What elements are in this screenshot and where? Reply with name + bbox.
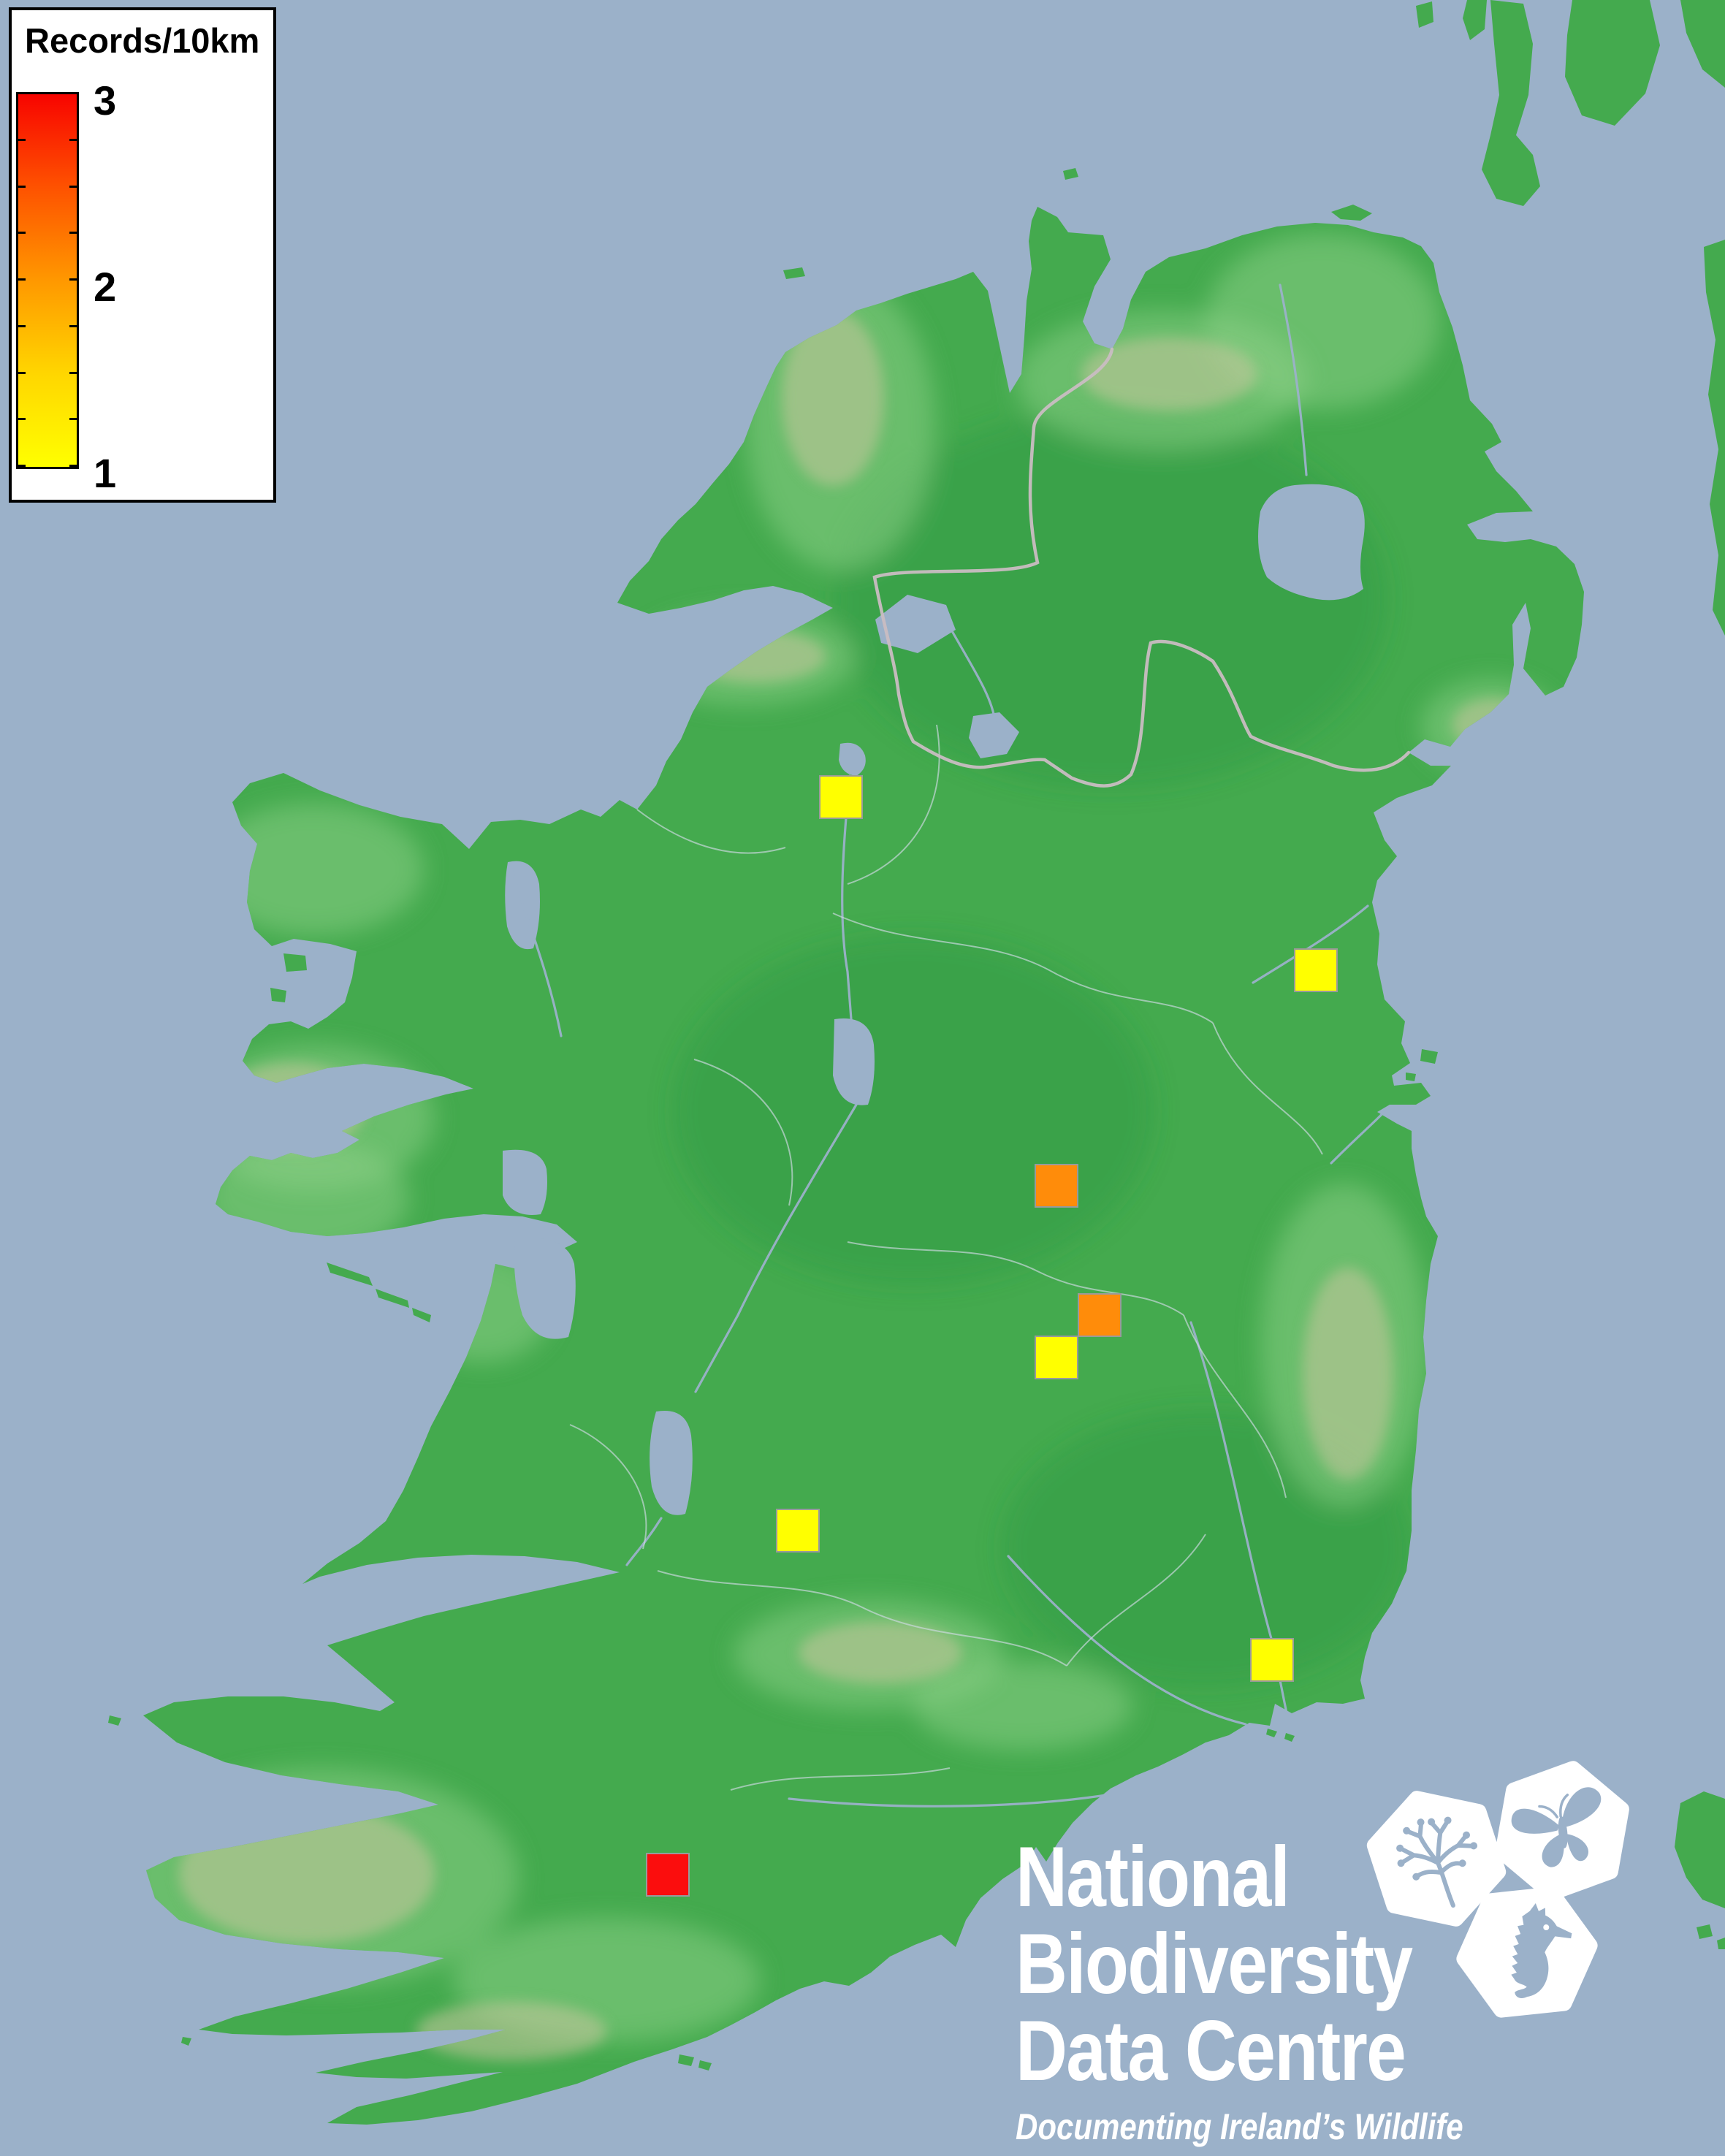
relief-shading bbox=[143, 234, 1560, 2060]
legend-max-label: 3 bbox=[94, 77, 117, 123]
record-square[interactable] bbox=[1078, 1293, 1122, 1337]
legend-title: Records/10km bbox=[25, 21, 260, 60]
legend-tickmark bbox=[16, 372, 26, 374]
rivers bbox=[510, 283, 1388, 1808]
hexagon-badge-butterfly bbox=[1495, 1761, 1629, 1901]
hexagon-badge-seahorse bbox=[1456, 1886, 1598, 2018]
legend-tickmark bbox=[16, 92, 26, 94]
ni-border-line bbox=[872, 347, 1411, 788]
logo-line-2: Biodiversity bbox=[1016, 1916, 1413, 2011]
tree-icon bbox=[1396, 1816, 1478, 1908]
legend-tickmark bbox=[16, 325, 26, 327]
legend-tickmark bbox=[69, 92, 79, 94]
legend-tickmark bbox=[69, 418, 79, 420]
islands bbox=[108, 168, 1438, 2071]
record-square[interactable] bbox=[1035, 1336, 1078, 1379]
legend-tickmark bbox=[16, 278, 26, 281]
legend-tickmark bbox=[69, 325, 79, 327]
record-square[interactable] bbox=[646, 1853, 690, 1897]
nbdc-logo: National Biodiversity Data Centre Docume… bbox=[1016, 1833, 1463, 2148]
legend-tickmark bbox=[69, 186, 79, 188]
seahorse-icon bbox=[1511, 1903, 1572, 1998]
legend-tickmark bbox=[16, 232, 26, 234]
legend-box: Records/10km 3 2 1 bbox=[9, 7, 276, 503]
record-square[interactable] bbox=[1250, 1638, 1294, 1682]
record-square[interactable] bbox=[819, 775, 863, 819]
butterfly-icon bbox=[1511, 1787, 1602, 1867]
wales-landmass bbox=[1675, 1791, 1725, 1949]
hexagon-badge-tree bbox=[1366, 1791, 1507, 1927]
record-square[interactable] bbox=[1294, 948, 1338, 992]
logo-hexagons bbox=[1366, 1761, 1629, 2018]
legend-tickmark bbox=[16, 418, 26, 420]
legend-tickmark bbox=[16, 465, 26, 467]
lakes bbox=[503, 484, 1365, 1515]
logo-line-1: National bbox=[1016, 1829, 1290, 1924]
county-boundaries bbox=[569, 724, 1323, 1791]
record-square[interactable] bbox=[1035, 1164, 1078, 1208]
legend-color-ramp bbox=[16, 92, 79, 469]
legend-tickmark bbox=[16, 139, 26, 141]
scotland-landmass bbox=[1416, 0, 1725, 636]
record-square[interactable] bbox=[776, 1509, 820, 1553]
legend-tickmark bbox=[69, 139, 79, 141]
legend-tickmark bbox=[69, 278, 79, 281]
ireland-landmass bbox=[143, 207, 1584, 2125]
logo-tagline: Documenting Ireland’s Wildlife bbox=[1016, 2106, 1463, 2147]
legend-tickmark bbox=[16, 186, 26, 188]
legend-tickmark bbox=[69, 372, 79, 374]
legend-tickmark bbox=[69, 465, 79, 467]
record-squares-layer bbox=[646, 775, 1338, 1897]
logo-line-3: Data Centre bbox=[1016, 2003, 1406, 2098]
legend-min-label: 1 bbox=[94, 450, 117, 496]
legend-mid-label: 2 bbox=[94, 264, 117, 310]
legend-tickmark bbox=[69, 232, 79, 234]
